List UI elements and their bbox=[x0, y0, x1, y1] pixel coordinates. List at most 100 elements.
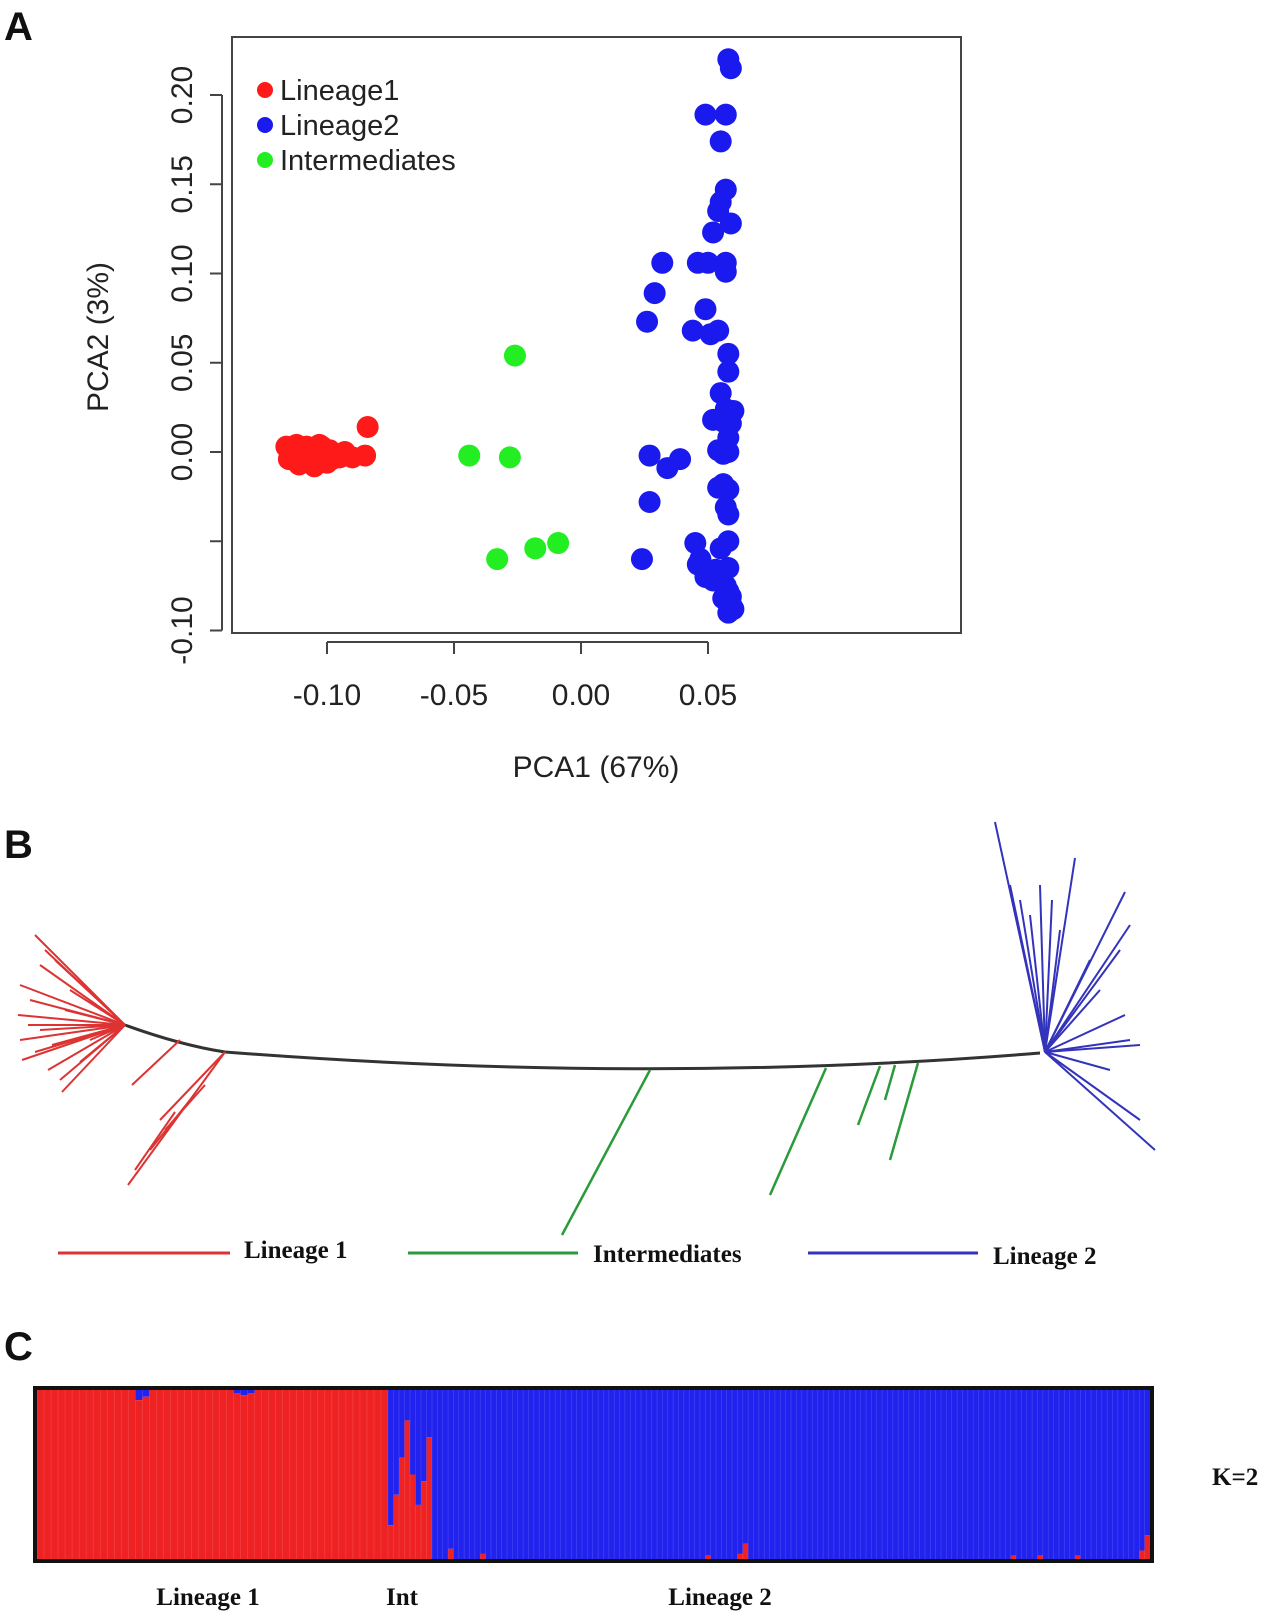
bar-blue-segment bbox=[1005, 1390, 1012, 1559]
bar-blue-segment bbox=[839, 1390, 846, 1559]
bar-blue-segment bbox=[721, 1390, 728, 1559]
point-lineage2 bbox=[717, 360, 740, 383]
bar-blue-segment bbox=[903, 1390, 910, 1559]
bar-blue-segment bbox=[892, 1390, 899, 1559]
bar-blue-segment bbox=[833, 1390, 840, 1559]
pca-points bbox=[275, 48, 745, 624]
bar-red-segment bbox=[742, 1543, 749, 1559]
legend-label: Lineage2 bbox=[280, 110, 399, 142]
bar-red-segment bbox=[1037, 1555, 1044, 1559]
bar-blue-segment bbox=[528, 1390, 535, 1559]
bar-blue-segment bbox=[1032, 1390, 1039, 1559]
bar-blue-segment bbox=[410, 1390, 417, 1475]
bar-blue-segment bbox=[1133, 1390, 1140, 1559]
bar-red-segment bbox=[289, 1390, 298, 1559]
bar-red-segment bbox=[268, 1390, 277, 1559]
bar-blue-segment bbox=[544, 1390, 551, 1559]
branch-lineage-1 bbox=[79, 1024, 126, 1063]
pca-axes: -0.10 -0.05 0.00 0.05 -0.10 0.00 0.05 0.10 0.15 0… bbox=[166, 66, 737, 712]
branch-lineage-2 bbox=[1044, 989, 1101, 1053]
bar-blue-segment bbox=[587, 1390, 594, 1559]
y-tick-label: 0.15 bbox=[166, 155, 199, 213]
point-lineage2 bbox=[656, 457, 679, 480]
bar-blue-segment bbox=[1128, 1390, 1135, 1559]
bar-red-segment bbox=[404, 1420, 411, 1559]
bar-blue-segment bbox=[1053, 1390, 1060, 1559]
bar-blue-segment bbox=[1037, 1390, 1044, 1556]
bar-blue-segment bbox=[1064, 1390, 1071, 1559]
bar-blue-segment bbox=[135, 1390, 143, 1401]
bar-red-segment bbox=[163, 1390, 171, 1559]
legend-label: Intermediates bbox=[280, 145, 456, 177]
bar-blue-segment bbox=[603, 1390, 610, 1559]
bar-blue-segment bbox=[1058, 1390, 1065, 1559]
bar-blue-segment bbox=[855, 1390, 862, 1559]
branch-lineage-1 bbox=[19, 1024, 126, 1041]
bar-blue-segment bbox=[828, 1390, 835, 1559]
bar-blue-segment bbox=[539, 1390, 546, 1559]
point-lineage2 bbox=[694, 298, 717, 321]
bar-blue-segment bbox=[866, 1390, 872, 1559]
bar-blue-segment bbox=[576, 1390, 583, 1559]
bar-blue-segment bbox=[758, 1390, 765, 1559]
bar-blue-segment bbox=[753, 1390, 760, 1559]
branch-lineage-1 bbox=[54, 959, 126, 1026]
bar-red-segment bbox=[410, 1474, 417, 1559]
point-lineage2 bbox=[719, 57, 742, 80]
bar-blue-segment bbox=[582, 1390, 588, 1559]
bar-blue-segment bbox=[710, 1390, 717, 1559]
point-lineage2 bbox=[717, 342, 740, 365]
bar-blue-segment bbox=[791, 1390, 797, 1559]
bar-red-segment bbox=[226, 1390, 235, 1559]
bar-red-segment bbox=[338, 1390, 347, 1559]
bar-blue-segment bbox=[608, 1390, 615, 1559]
point-lineage2 bbox=[638, 444, 661, 467]
bar-red-segment bbox=[275, 1390, 284, 1559]
y-tick-label: -0.10 bbox=[166, 596, 199, 664]
bar-blue-segment bbox=[737, 1390, 744, 1554]
structure-labels: Lineage 1 Int Lineage 2 bbox=[156, 1584, 771, 1611]
bar-blue-segment bbox=[882, 1390, 889, 1559]
bar-red-segment bbox=[296, 1390, 305, 1559]
branch-lineage-2 bbox=[1044, 857, 1076, 1053]
bar-red-segment bbox=[212, 1390, 221, 1559]
bar-blue-segment bbox=[614, 1390, 621, 1559]
bar-blue-segment bbox=[240, 1390, 249, 1396]
tree-legend-label: Intermediates bbox=[593, 1241, 742, 1268]
bar-red-segment bbox=[156, 1390, 164, 1559]
point-lineage2 bbox=[717, 601, 740, 624]
branch-lineage-1 bbox=[51, 1024, 126, 1046]
bar-blue-segment bbox=[683, 1390, 690, 1559]
panel-b: B Lineage 1 Intermediates Lineage 2 bbox=[4, 821, 1156, 1270]
branch-lineage-1 bbox=[134, 1111, 176, 1171]
point-lineage1 bbox=[288, 453, 311, 476]
bar-red-segment bbox=[107, 1390, 115, 1559]
bar-blue-segment bbox=[849, 1390, 856, 1559]
bar-blue-segment bbox=[233, 1390, 242, 1394]
point-lineage2 bbox=[681, 319, 704, 342]
bar-blue-segment bbox=[399, 1390, 406, 1458]
bar-red-segment bbox=[317, 1390, 326, 1559]
bar-red-segment bbox=[331, 1390, 340, 1559]
bar-red-segment bbox=[373, 1390, 382, 1559]
bar-blue-segment bbox=[898, 1390, 905, 1559]
bar-blue-segment bbox=[860, 1390, 867, 1559]
y-tick-label: 0.20 bbox=[166, 66, 199, 124]
branch-lineage-2 bbox=[1019, 899, 1046, 1053]
branch-lineage-2 bbox=[1044, 1044, 1141, 1053]
legend-marker bbox=[257, 117, 273, 133]
point-intermediates bbox=[458, 444, 481, 467]
point-intermediates bbox=[503, 344, 526, 367]
bar-red-segment bbox=[1139, 1550, 1146, 1559]
bar-blue-segment bbox=[555, 1390, 562, 1559]
panel-c: C Lineage 1 Int Lineage 2 K=2 bbox=[4, 1325, 1258, 1611]
bar-blue-segment bbox=[673, 1390, 680, 1559]
bar-blue-segment bbox=[914, 1390, 921, 1559]
bar-blue-segment bbox=[662, 1390, 669, 1559]
bar-blue-segment bbox=[908, 1390, 915, 1559]
bar-blue-segment bbox=[983, 1390, 990, 1559]
bar-blue-segment bbox=[973, 1390, 980, 1559]
bar-blue-segment bbox=[432, 1390, 438, 1559]
bar-red-segment bbox=[86, 1390, 94, 1559]
bar-red-segment bbox=[399, 1457, 406, 1559]
